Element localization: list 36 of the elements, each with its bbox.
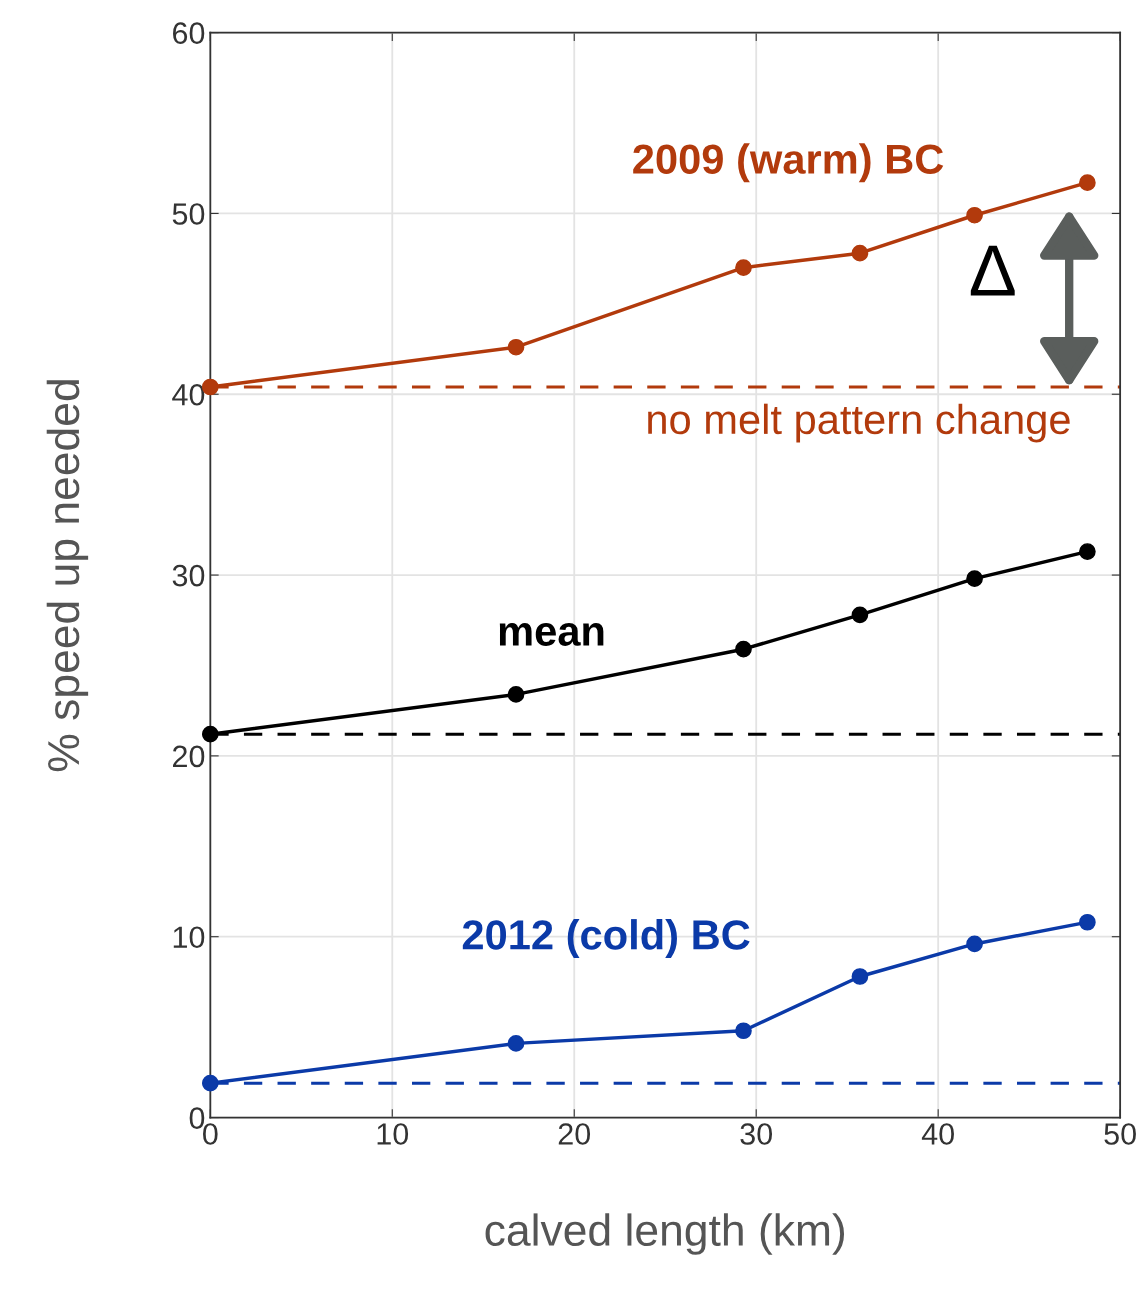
series-label: 2009 (warm) BC xyxy=(633,143,944,183)
ref-line-label: no melt pattern change xyxy=(648,403,1070,443)
point xyxy=(966,570,983,588)
x-axis-title: calved length (km) xyxy=(485,1213,845,1255)
point xyxy=(735,1022,752,1040)
x-tick-label: 30 xyxy=(740,1123,773,1145)
point xyxy=(1079,543,1096,560)
y-tick-label: 10 xyxy=(173,926,205,949)
point xyxy=(735,640,752,658)
point xyxy=(1079,174,1096,192)
point xyxy=(966,206,983,224)
point xyxy=(735,259,752,277)
point xyxy=(851,606,869,624)
y-axis-title: % speed up needed xyxy=(46,380,89,772)
x-tick-label: 40 xyxy=(921,1123,954,1145)
y-tick-label: 60 xyxy=(173,22,205,44)
point xyxy=(201,725,219,743)
x-tick-label: 10 xyxy=(377,1123,409,1145)
point xyxy=(851,244,869,262)
annotation: Δ xyxy=(970,245,1015,296)
point xyxy=(1079,913,1096,931)
point xyxy=(507,686,525,703)
y-tick-label: 40 xyxy=(172,383,205,406)
series-label: 2012 (cold) BC xyxy=(462,919,750,958)
point xyxy=(966,935,983,953)
point xyxy=(201,1074,219,1092)
point xyxy=(507,338,525,356)
x-tick-label: 20 xyxy=(558,1123,591,1145)
point xyxy=(851,968,869,985)
y-tick-label: 50 xyxy=(172,203,205,225)
point xyxy=(507,1035,525,1052)
x-tick-label: 50 xyxy=(1104,1123,1136,1145)
y-tick-label: 30 xyxy=(172,564,205,587)
y-tick-label: 20 xyxy=(173,745,205,768)
y-tick-label: 0 xyxy=(189,1107,205,1129)
series-label: mean xyxy=(499,623,604,646)
